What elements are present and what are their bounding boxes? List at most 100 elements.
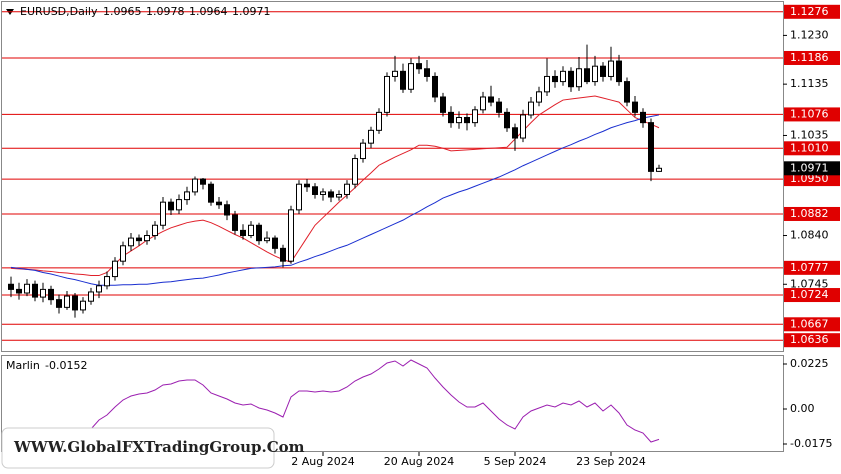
level-label-box <box>784 206 840 221</box>
candle-body <box>40 288 46 298</box>
candle-body <box>584 68 590 83</box>
level-label: 1.1186 <box>790 51 829 64</box>
y-tick-label: 1.1230 <box>790 28 829 41</box>
level-label: 1.0777 <box>790 261 829 274</box>
candle-body <box>312 186 318 195</box>
y-tick-label: 1.1135 <box>790 77 829 90</box>
candle-body <box>80 300 86 311</box>
candle-body <box>144 235 150 242</box>
candle-body <box>176 199 182 211</box>
level-label: 1.0636 <box>790 333 829 346</box>
candle-body <box>208 183 214 203</box>
level-label-box <box>784 50 840 65</box>
candle-body <box>616 60 622 83</box>
candle-body <box>328 191 334 198</box>
candle-body <box>504 111 510 129</box>
level-label-box <box>784 172 840 187</box>
level-label-box <box>784 4 840 19</box>
candle-body <box>352 158 358 185</box>
candle-body <box>360 142 366 160</box>
candle-body <box>288 209 294 262</box>
header-ohlc: 1.0978 <box>146 5 185 18</box>
main-panel <box>1 1 784 352</box>
candle-body <box>400 70 406 90</box>
candle-body <box>336 193 342 198</box>
watermark-box <box>1 427 275 469</box>
level-label: 1.0724 <box>790 288 829 301</box>
candle-body <box>448 111 454 124</box>
candle-body <box>592 65 598 83</box>
candle-body <box>600 65 606 77</box>
symbol-label: EURUSD,Daily <box>20 5 98 18</box>
x-tick-label: 5 Sep 2024 <box>484 455 547 468</box>
candle-body <box>424 68 430 77</box>
candle-body <box>496 101 502 113</box>
candle-body <box>432 75 438 98</box>
candle-body <box>376 111 382 131</box>
candle-body <box>560 70 566 83</box>
candle-body <box>56 299 62 308</box>
header-ohlc: 1.0971 <box>232 5 271 18</box>
candle-body <box>64 295 70 308</box>
candle-body <box>640 111 646 124</box>
candle-body <box>112 260 118 278</box>
candle-body <box>416 63 422 70</box>
candle-body <box>152 224 158 237</box>
current-price-label: 1.0971 <box>790 161 829 174</box>
candle-body <box>656 167 662 172</box>
candle-body <box>464 117 470 124</box>
header-ohlc: 1.0964 <box>189 5 228 18</box>
candle-body <box>96 285 102 293</box>
level-label: 1.1276 <box>790 5 829 18</box>
indicator-value: -0.0152 <box>45 359 87 372</box>
level-label-box <box>784 317 840 332</box>
candle-body <box>88 291 94 302</box>
candle-body <box>488 96 494 103</box>
candle-body <box>200 178 206 185</box>
candle-body <box>184 191 190 201</box>
candle-body <box>520 114 526 139</box>
candle-body <box>536 91 542 103</box>
candle-body <box>576 68 582 88</box>
level-label: 1.0950 <box>790 172 829 185</box>
candle-body <box>168 201 174 211</box>
level-label-box <box>784 141 840 156</box>
candle-body <box>320 191 326 195</box>
current-price-box <box>784 161 840 176</box>
level-label: 1.1010 <box>790 141 829 154</box>
moving-average <box>10 114 660 286</box>
indicator-panel <box>1 355 784 452</box>
candle-body <box>384 75 390 113</box>
candle-body <box>456 117 462 124</box>
candle-body <box>280 247 286 262</box>
candle-body <box>120 245 126 262</box>
candle-body <box>192 178 198 193</box>
level-label: 1.1076 <box>790 107 829 120</box>
x-tick-label: 20 Aug 2024 <box>384 455 454 468</box>
candle-body <box>344 183 350 195</box>
y-tick-label: 1.0745 <box>790 277 829 290</box>
candle-body <box>16 288 22 294</box>
y-tick-label: 1.0840 <box>790 229 829 242</box>
candle-body <box>248 224 254 237</box>
candle-body <box>256 224 262 242</box>
candle-body <box>304 183 310 188</box>
indicator-name: Marlin <box>6 359 40 372</box>
candle-body <box>104 276 110 287</box>
candle-body <box>368 129 374 144</box>
indicator-tick-label: 0.0225 <box>790 357 829 370</box>
candle-body <box>408 63 414 90</box>
candle-body <box>72 295 78 311</box>
candle-body <box>136 237 142 242</box>
indicator-line <box>10 359 660 443</box>
candle-body <box>472 109 478 124</box>
candle-body <box>240 229 246 237</box>
candle-body <box>8 283 14 290</box>
moving-average <box>10 95 660 277</box>
candle-body <box>440 96 446 113</box>
candle-body <box>544 75 550 93</box>
candle-body <box>552 75 558 83</box>
candle-body <box>648 122 654 172</box>
level-label: 1.0667 <box>790 317 829 330</box>
